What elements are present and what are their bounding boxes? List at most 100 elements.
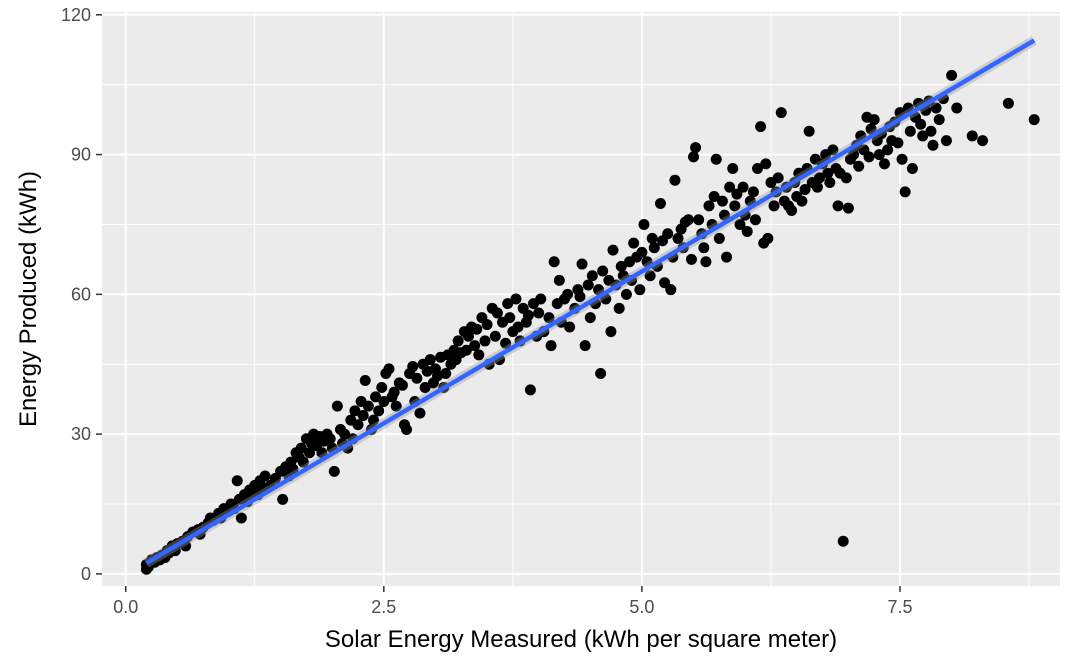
data-point — [665, 284, 677, 296]
data-point — [586, 270, 598, 282]
data-point — [574, 291, 586, 303]
data-point — [688, 151, 700, 163]
data-point — [522, 309, 534, 321]
data-point — [708, 191, 720, 202]
data-point — [977, 135, 989, 147]
y-tick-label: 90 — [71, 145, 91, 165]
data-point — [362, 400, 374, 412]
data-point — [562, 288, 574, 300]
data-point — [401, 423, 413, 435]
data-point — [259, 470, 271, 482]
data-point — [724, 181, 736, 193]
data-point — [597, 265, 609, 277]
data-point — [328, 465, 340, 477]
data-point — [295, 442, 307, 454]
data-point — [452, 335, 464, 347]
data-point — [473, 349, 485, 361]
x-tick-label: 0.0 — [113, 597, 138, 617]
data-point — [868, 114, 880, 126]
data-point — [564, 321, 576, 333]
data-point — [811, 181, 823, 193]
data-point — [373, 405, 385, 417]
data-point — [690, 142, 702, 154]
data-point — [593, 284, 605, 296]
data-point — [462, 330, 474, 342]
data-point — [879, 158, 891, 170]
data-point — [863, 151, 875, 163]
data-point — [654, 197, 666, 209]
data-point — [737, 181, 749, 193]
data-point — [407, 361, 419, 373]
data-point — [768, 200, 780, 212]
data-point — [414, 407, 426, 419]
data-point — [553, 274, 565, 286]
data-point — [504, 312, 516, 324]
data-point — [693, 214, 705, 226]
data-point — [481, 319, 493, 331]
y-tick-label: 0 — [81, 564, 91, 584]
data-point — [545, 340, 557, 352]
data-point — [535, 293, 547, 305]
data-point — [500, 337, 512, 349]
data-point — [512, 321, 524, 333]
data-point — [796, 195, 808, 207]
data-point — [933, 114, 945, 126]
data-point — [576, 258, 588, 270]
data-point — [752, 163, 764, 175]
data-point — [287, 463, 299, 475]
data-point — [946, 69, 958, 81]
data-point — [927, 139, 939, 151]
data-point — [235, 512, 247, 524]
data-point — [636, 246, 648, 258]
data-point — [727, 163, 739, 175]
data-point — [502, 298, 514, 310]
data-point — [755, 121, 767, 133]
data-point — [644, 270, 656, 282]
data-point — [524, 384, 536, 396]
data-point — [595, 368, 607, 380]
data-point — [543, 312, 555, 324]
axis-ticks — [96, 14, 901, 592]
data-point — [615, 260, 627, 272]
data-point — [832, 200, 844, 212]
data-point — [925, 125, 937, 137]
fit-line-group — [143, 36, 1037, 568]
data-point — [741, 225, 753, 237]
x-tick-label: 5.0 — [629, 597, 654, 617]
data-point — [813, 172, 825, 184]
data-point — [966, 130, 978, 142]
data-point — [713, 232, 725, 244]
data-point — [904, 125, 916, 137]
data-point — [853, 160, 865, 172]
data-point — [432, 370, 444, 382]
x-tick-label: 7.5 — [887, 597, 912, 617]
data-point — [411, 372, 423, 384]
data-point — [682, 214, 694, 226]
data-point — [747, 186, 759, 198]
data-point — [906, 163, 918, 175]
data-point — [533, 307, 545, 319]
data-point — [419, 382, 431, 394]
data-point — [357, 409, 369, 421]
data-point — [469, 340, 481, 352]
data-point — [951, 102, 963, 114]
x-axis-title: Solar Energy Measured (kWh per square me… — [325, 626, 837, 653]
data-point — [368, 414, 380, 426]
data-point — [378, 396, 390, 407]
data-point — [772, 172, 784, 184]
data-point — [721, 251, 733, 263]
data-point — [297, 456, 309, 468]
data-point — [762, 232, 774, 244]
data-point — [1028, 114, 1040, 126]
data-point — [316, 447, 328, 459]
data-point — [786, 204, 798, 216]
data-point — [460, 344, 472, 356]
data-point — [324, 433, 336, 445]
tick-labels: 0.0 2.5 5.0 7.5 0 30 60 90 120 — [61, 5, 913, 617]
data-point — [359, 375, 371, 387]
data-point — [882, 144, 894, 156]
data-point — [1002, 97, 1014, 109]
data-point — [383, 363, 395, 375]
data-point — [892, 137, 904, 149]
